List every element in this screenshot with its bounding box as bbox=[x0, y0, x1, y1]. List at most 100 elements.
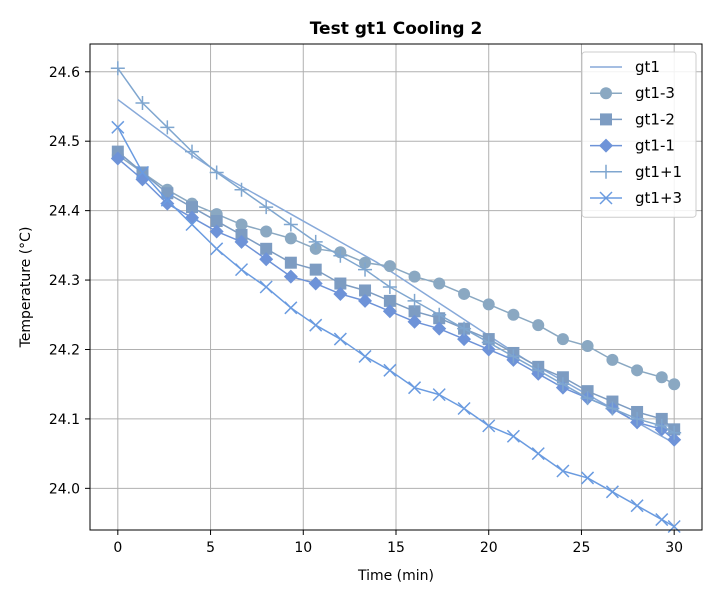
legend-label: gt1-1 bbox=[635, 137, 675, 155]
ticks: 0 5 10 15 20 25 30 24.0 24.1 24.2 24.3 24.4 24.5 24.6 bbox=[49, 65, 683, 556]
data-point bbox=[655, 371, 668, 384]
data-point bbox=[234, 263, 249, 277]
data-point bbox=[283, 269, 298, 284]
data-point bbox=[606, 353, 619, 366]
x-tick-label: 0 bbox=[113, 540, 122, 556]
data-point bbox=[506, 349, 521, 364]
data-point bbox=[234, 182, 249, 197]
data-point bbox=[135, 96, 150, 111]
x-tick-label: 15 bbox=[387, 540, 405, 556]
data-point bbox=[605, 485, 619, 499]
x-axis-title: Time (min) bbox=[357, 568, 434, 584]
data-point bbox=[333, 248, 348, 263]
y-tick-label: 24.0 bbox=[49, 481, 80, 497]
y-tick-label: 24.6 bbox=[49, 65, 80, 81]
data-point bbox=[209, 165, 224, 180]
data-point bbox=[260, 242, 273, 255]
data-point bbox=[667, 519, 681, 534]
y-tick-label: 24.3 bbox=[49, 273, 80, 289]
legend-label: gt1+3 bbox=[635, 189, 682, 207]
data-point bbox=[135, 165, 150, 179]
data-point bbox=[186, 201, 198, 214]
data-point bbox=[457, 401, 471, 416]
data-point bbox=[433, 277, 446, 290]
data-point bbox=[531, 363, 546, 378]
data-point bbox=[185, 217, 199, 232]
data-point bbox=[458, 287, 471, 300]
data-point bbox=[160, 193, 174, 207]
x-tick-label: 25 bbox=[573, 540, 591, 556]
data-point bbox=[259, 280, 273, 294]
data-point bbox=[408, 270, 421, 283]
data-point bbox=[555, 377, 570, 392]
data-point bbox=[383, 294, 396, 307]
data-point bbox=[235, 218, 248, 231]
series-gt1-1 bbox=[110, 151, 682, 447]
data-point bbox=[260, 225, 273, 238]
data-point bbox=[358, 293, 373, 308]
data-point bbox=[408, 381, 422, 395]
data-point bbox=[482, 419, 496, 433]
y-tick-label: 24.5 bbox=[49, 134, 80, 150]
legend-label: gt1 bbox=[635, 58, 660, 76]
data-point bbox=[457, 332, 472, 347]
legend-label: gt1-2 bbox=[635, 110, 675, 128]
legend-item: gt1-1 bbox=[590, 137, 675, 155]
data-point bbox=[110, 151, 125, 166]
data-point bbox=[111, 120, 125, 134]
legend-label: gt1-3 bbox=[635, 84, 675, 102]
data-point bbox=[432, 321, 447, 336]
y-tick-label: 24.1 bbox=[49, 412, 80, 428]
data-point bbox=[234, 234, 249, 249]
data-point bbox=[605, 401, 620, 416]
data-point bbox=[407, 293, 422, 308]
data-point bbox=[259, 252, 274, 267]
data-point bbox=[210, 242, 224, 256]
data-point bbox=[358, 262, 373, 277]
data-point bbox=[160, 196, 175, 211]
data-point bbox=[283, 217, 298, 232]
data-point bbox=[308, 276, 323, 291]
data-point bbox=[482, 298, 495, 311]
data-point bbox=[185, 144, 199, 159]
legend-item: gt1+3 bbox=[590, 189, 682, 207]
series-gt1+1 bbox=[110, 61, 682, 440]
series-gt1+3 bbox=[111, 120, 681, 534]
data-point bbox=[667, 425, 682, 440]
x-tick-label: 5 bbox=[206, 540, 215, 556]
legend-item: gt1-2 bbox=[590, 110, 675, 128]
legend-marker bbox=[599, 138, 613, 153]
data-point bbox=[581, 340, 594, 353]
legend: gt1 gt1-3 gt1-2 gt1-1 gt1+1 gt1+3 bbox=[581, 51, 697, 218]
data-point bbox=[209, 224, 224, 239]
data-point bbox=[333, 332, 347, 346]
x-tick-label: 20 bbox=[480, 540, 498, 556]
series-line bbox=[117, 67, 675, 434]
data-point bbox=[358, 349, 372, 363]
data-point bbox=[383, 363, 397, 377]
data-point bbox=[506, 429, 520, 443]
data-point bbox=[309, 318, 323, 332]
data-point bbox=[556, 464, 570, 478]
data-point bbox=[333, 286, 348, 301]
data-point bbox=[407, 314, 422, 329]
x-tick-label: 10 bbox=[294, 540, 312, 556]
legend-item: gt1-3 bbox=[590, 84, 675, 102]
data-point bbox=[630, 411, 645, 426]
data-point bbox=[481, 335, 496, 350]
data-point bbox=[531, 447, 545, 461]
chart-title: Test gt1 Cooling 2 bbox=[310, 19, 483, 39]
legend-marker bbox=[599, 191, 613, 205]
y-tick-label: 24.2 bbox=[49, 342, 80, 358]
data-point bbox=[284, 301, 298, 315]
data-point bbox=[432, 307, 447, 322]
data-point bbox=[507, 308, 520, 321]
data-point bbox=[259, 200, 274, 215]
data-point bbox=[580, 391, 595, 406]
x-tick-label: 30 bbox=[665, 540, 683, 556]
legend-label: gt1+1 bbox=[635, 163, 682, 181]
y-tick-label: 24.4 bbox=[49, 204, 80, 220]
legend-marker bbox=[600, 113, 612, 126]
data-point bbox=[432, 388, 446, 402]
